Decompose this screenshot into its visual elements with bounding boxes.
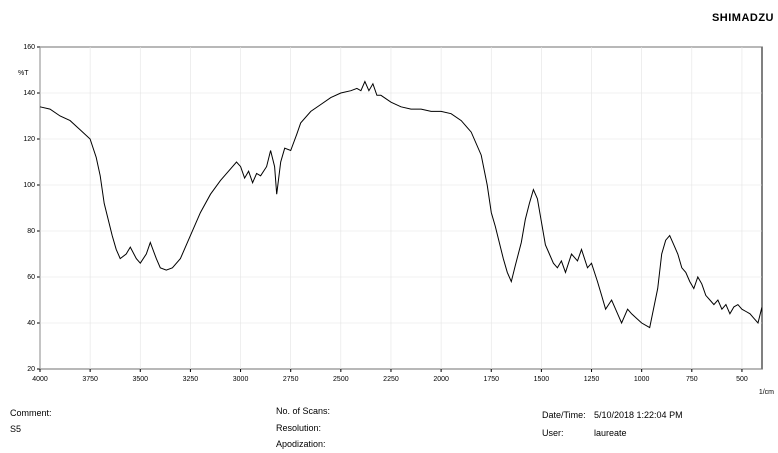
x-tick-label: 2500 [333,376,349,383]
x-tick-label: 3500 [132,376,148,383]
y-axis-title: %T [18,70,29,77]
y-tick-label: 120 [23,136,35,143]
x-tick-label: 500 [736,376,748,383]
y-tick-label: 80 [27,228,35,235]
y-tick-label: 140 [23,90,35,97]
spectrum-line [39,80,763,329]
datetime-label: Date/Time: [542,410,586,420]
apodization-label: Apodization: [276,439,326,449]
x-tick-label: 1000 [634,376,650,383]
user: laureate [594,428,627,438]
comment: S5 [10,424,22,434]
x-tick-label: 2250 [383,376,399,383]
scans-label: No. of Scans: [276,406,331,416]
x-tick-label: 3250 [183,376,199,383]
x-tick-label: 2000 [433,376,449,383]
y-tick-label: 160 [23,44,35,51]
x-tick-label: 2750 [283,376,299,383]
plot-frame [39,46,763,370]
y-tick-label: 20 [27,366,35,373]
x-tick-label: 1500 [534,376,550,383]
y-tick-label: 60 [27,274,35,281]
y-tick-label: 40 [27,320,35,327]
x-tick-label: 4000 [32,376,48,383]
x-tick-label: 1250 [584,376,600,383]
x-axis-title: 1/cm [759,389,774,396]
comment-label: Comment: [10,408,52,418]
x-tick-label: 1750 [483,376,499,383]
x-tick-label: 750 [686,376,698,383]
resolution-label: Resolution: [276,423,322,433]
x-tick-label: 3000 [233,376,249,383]
y-tick-label: 100 [23,182,35,189]
chart: %T 1/cm 20 40 60 80 100 120 140 160 4000 3750 3500… [18,44,774,396]
x-tick-label: 3750 [82,376,98,383]
datetime: 5/10/2018 1:22:04 PM [594,410,683,420]
user-label: User: [542,428,564,438]
logo: SHIMADZU [711,12,774,24]
